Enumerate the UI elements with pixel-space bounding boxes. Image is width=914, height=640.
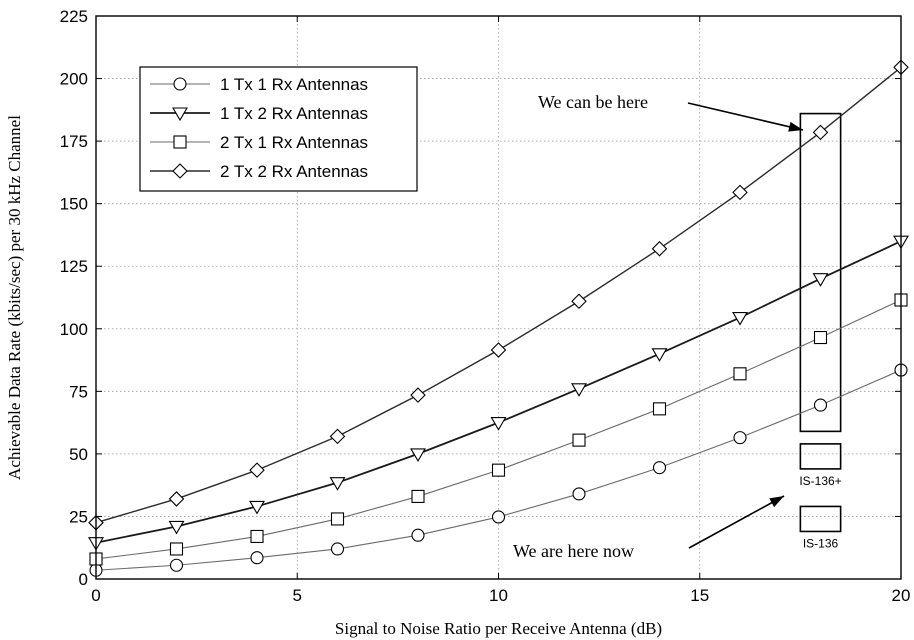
- x-tick-label: 0: [91, 586, 100, 605]
- data-point: [652, 402, 667, 416]
- data-point: [813, 398, 828, 412]
- data-point: [249, 500, 265, 515]
- y-tick-label: 150: [60, 195, 88, 214]
- data-point: [491, 510, 506, 524]
- x-tick-label: 20: [892, 586, 911, 605]
- y-axis-title: Achievable Data Rate (kbits/sec) per 30 …: [5, 115, 24, 480]
- data-point: [651, 348, 668, 362]
- series-layer: [88, 59, 909, 577]
- x-tick-label: 10: [489, 586, 508, 605]
- x-tick-label: 15: [690, 586, 709, 605]
- legend-marker: [172, 107, 188, 122]
- legend-label: 2 Tx 2 Rx Antennas: [220, 162, 368, 181]
- annotation-we-can-be-here: We can be here: [538, 92, 648, 112]
- legend-label: 2 Tx 1 Rx Antennas: [220, 133, 368, 152]
- series-triangle-down: [88, 235, 909, 551]
- y-tick-label: 25: [69, 507, 88, 526]
- legend-marker: [172, 163, 188, 179]
- grid-lines: [96, 16, 901, 579]
- y-tick-label: 125: [60, 257, 88, 276]
- annotation-we-are-here-now: We are here now: [513, 541, 634, 561]
- data-point: [572, 487, 586, 501]
- data-point: [410, 387, 426, 403]
- data-point: [250, 551, 264, 565]
- annotation-arrowhead-now: [769, 496, 784, 508]
- annotation-layer: We can be here We are here now: [513, 92, 804, 561]
- legend: 1 Tx 1 Rx Antennas 1 Tx 2 Rx Antennas 2 Tx…: [139, 66, 418, 192]
- data-point: [329, 428, 346, 445]
- y-tick-label: 100: [60, 320, 88, 339]
- data-point: [571, 383, 587, 397]
- data-point: [490, 342, 507, 358]
- data-point: [330, 512, 345, 526]
- data-point: [411, 528, 425, 542]
- data-point: [732, 311, 748, 326]
- data-point: [168, 520, 185, 535]
- data-point: [169, 542, 184, 556]
- annotation-arrow-can: [687, 102, 804, 131]
- data-point: [491, 463, 506, 477]
- is-136-plus-label: IS-136+: [799, 474, 841, 488]
- legend-label: 1 Tx 2 Rx Antennas: [220, 104, 368, 123]
- annotation-arrow-now: [688, 495, 785, 549]
- y-tick-label: 225: [60, 7, 88, 26]
- data-point: [732, 184, 748, 201]
- legend-item: 2 Tx 2 Rx Antennas: [150, 162, 368, 181]
- legend-marker: [173, 135, 187, 149]
- x-axis-title: Signal to Noise Ratio per Receive Antenn…: [335, 619, 662, 638]
- data-point: [250, 529, 264, 544]
- series-circle: [89, 363, 908, 577]
- data-point: [652, 461, 667, 475]
- series-diamond: [88, 59, 909, 531]
- annotation-arrowhead-can: [788, 121, 803, 132]
- legend-marker: [173, 77, 187, 91]
- data-point: [329, 477, 346, 491]
- data-point: [168, 491, 185, 507]
- legend-item: 1 Tx 1 Rx Antennas: [150, 75, 368, 94]
- tick-layer: [95, 15, 902, 580]
- is-136-plus-box: [799, 443, 842, 470]
- is-136-label: IS-136: [803, 536, 839, 550]
- is-136-box: [799, 505, 842, 533]
- data-point: [733, 431, 747, 445]
- data-point: [169, 558, 184, 572]
- data-point: [330, 542, 345, 556]
- data-point: [651, 240, 668, 257]
- y-tick-label: 75: [69, 382, 88, 401]
- series-square: [89, 293, 908, 566]
- y-tick-label: 175: [60, 132, 88, 151]
- x-tick-label: 5: [293, 586, 302, 605]
- data-point: [490, 417, 507, 431]
- legend-item: 1 Tx 2 Rx Antennas: [150, 104, 368, 123]
- data-point: [812, 273, 829, 287]
- y-tick-label: 0: [79, 570, 88, 589]
- data-point: [410, 448, 426, 462]
- data-point: [249, 462, 265, 478]
- data-point: [571, 293, 587, 310]
- data-point: [813, 330, 828, 345]
- highlight-box: [799, 112, 842, 433]
- y-tick-label: 200: [60, 70, 88, 89]
- data-point: [572, 433, 586, 447]
- legend-label: 1 Tx 1 Rx Antennas: [220, 75, 368, 94]
- data-point: [812, 124, 829, 141]
- data-point: [733, 367, 747, 381]
- legend-item: 2 Tx 1 Rx Antennas: [150, 133, 368, 152]
- y-tick-label: 50: [69, 445, 88, 464]
- highlight-layer: IS-136+ IS-136: [799, 112, 842, 550]
- data-point: [411, 489, 425, 503]
